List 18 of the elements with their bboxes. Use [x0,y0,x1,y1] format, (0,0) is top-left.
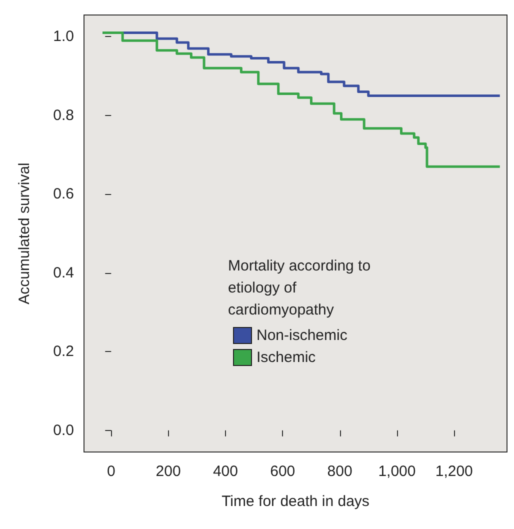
x-axis-title: Time for death in days [222,493,370,510]
x-tick-label: 400 [212,463,238,480]
x-tick-label: 600 [270,463,296,480]
x-tick-label: 1,200 [435,463,473,480]
y-tick-label: 0.8 [53,106,74,124]
x-tick-label: 1,000 [378,463,416,480]
legend-title: Mortality according to etiology of cardiomyopathy [228,258,375,318]
legend-label: Ischemic [256,349,316,366]
x-tick-label: 800 [327,463,352,480]
x-tick-label: 200 [156,463,181,480]
legend-label: Non-ischemic [256,327,348,344]
y-tick-label: 0.2 [53,343,74,360]
y-tick-label: 1.0 [53,28,74,46]
y-tick-label: 0.4 [53,264,74,282]
y-tick-label: 0.6 [53,186,74,203]
y-axis-title: Accumulated survival [16,162,33,304]
x-tick-label: 0 [106,463,116,480]
y-tick-label: 0.0 [53,422,74,439]
